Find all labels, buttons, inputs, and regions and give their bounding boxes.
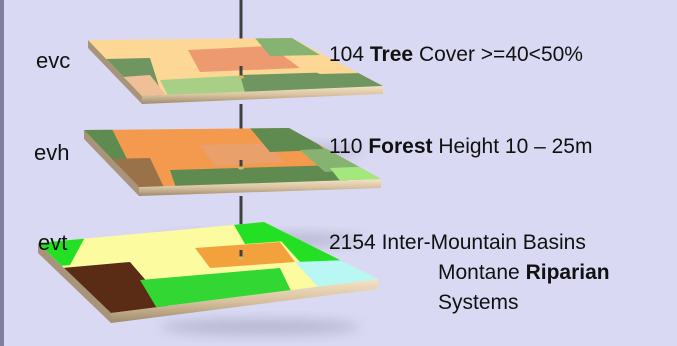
evc-desc-bold: Tree [370,43,413,66]
left-border [0,0,4,346]
evc-desc-rest: Cover >=40<50% [419,43,583,66]
evt-layer-label: evt [38,230,67,255]
evt-pin-head [238,256,244,260]
evt-desc-line1-rest: Inter-Mountain Basins [382,231,586,254]
evc-layer-label: evc [36,48,70,73]
evc-front-edge [142,86,383,104]
evh-description: 110 Forest Height 10 – 25m [329,135,592,158]
evh-left-edge [84,130,139,196]
evh-front-edge [139,179,381,196]
evh-desc-number: 110 [329,135,362,158]
evc-desc-number: 104 [329,43,364,66]
evt-description-line1: 2154 Inter-Mountain Basins [329,231,586,254]
evc-left-edge [88,40,142,104]
evh-pin-head [238,166,244,170]
evt-desc-bold: Riparian [526,261,610,284]
evt-shadow [160,319,360,335]
evc-description: 104 Tree Cover >=40<50% [329,43,583,66]
evc-pin-head [238,75,244,79]
evh-desc-bold: Forest [368,135,432,158]
evt-front-edge [111,279,378,323]
evh-desc-rest: Height 10 – 25m [438,135,592,158]
evt-desc-number: 2154 [329,231,376,254]
evh-layer-label: evh [34,140,69,165]
evt-left-edge [38,243,111,323]
evt-desc-line2-prefix: Montane [438,261,520,284]
evt-description-line2: Montane Riparian [438,261,610,284]
evt-description-line3: Systems [438,291,519,314]
